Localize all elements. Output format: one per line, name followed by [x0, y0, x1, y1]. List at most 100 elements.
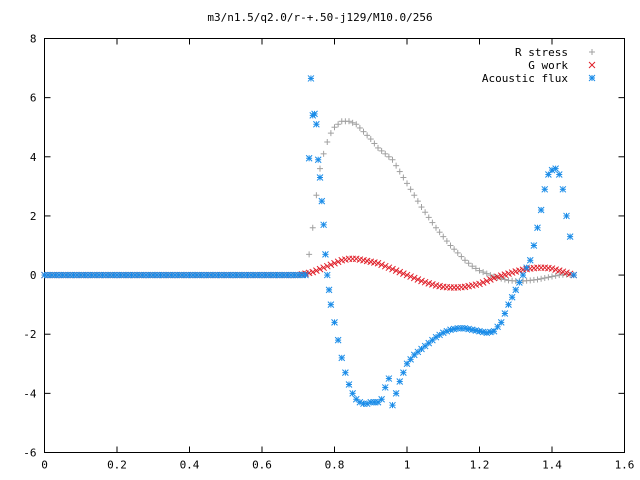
data-point [501, 276, 508, 283]
data-point [483, 277, 491, 285]
data-point [367, 136, 374, 143]
data-point [410, 274, 418, 282]
chart-title: m3/n1.5/q2.0/r-+.50-j129/M10.0/256 [207, 11, 432, 24]
legend-label: R stress [515, 46, 568, 59]
data-point [309, 268, 317, 276]
data-point [316, 265, 324, 273]
data-point [349, 390, 356, 397]
data-point [356, 398, 364, 406]
data-point [325, 286, 333, 294]
data-point [320, 221, 327, 229]
data-point [487, 272, 494, 279]
data-point [334, 258, 342, 266]
data-point [411, 192, 418, 199]
data-point [454, 249, 461, 256]
data-point [465, 260, 472, 267]
data-point [563, 269, 570, 277]
data-point [392, 267, 400, 274]
data-point [371, 140, 378, 147]
y-tick-label: 4 [30, 151, 37, 164]
data-point [537, 206, 545, 214]
x-tick-label: 1.6 [615, 459, 635, 472]
data-point [314, 156, 322, 164]
x-tick-label: 0.4 [180, 459, 200, 472]
data-point [534, 224, 541, 232]
data-point [541, 185, 549, 193]
x-tick-label: 0.2 [107, 459, 127, 472]
data-point [313, 120, 320, 128]
data-point [400, 174, 407, 181]
data-point [375, 144, 381, 151]
data-point [534, 276, 541, 283]
data-point [541, 275, 548, 282]
data-point [483, 270, 490, 277]
data-point [425, 214, 432, 221]
data-point [451, 246, 458, 253]
data-point [490, 274, 498, 282]
data-point [396, 378, 404, 385]
data-point [381, 384, 389, 391]
data-point [353, 121, 360, 128]
y-tick-label: -6 [23, 447, 36, 460]
data-point [552, 272, 559, 279]
data-point [403, 271, 411, 279]
data-point [447, 242, 454, 249]
data-point [364, 132, 371, 139]
x-tick-label: 0.8 [325, 459, 345, 472]
data-point [392, 390, 400, 397]
data-point [385, 264, 393, 272]
data-point [472, 265, 479, 272]
data-point [552, 165, 559, 172]
data-point [349, 119, 356, 126]
data-point [396, 268, 404, 276]
axis-ticks [44, 38, 625, 453]
data-point [309, 224, 316, 231]
x-tick-label: 0.6 [252, 459, 272, 472]
data-point [436, 229, 443, 236]
data-point [414, 276, 422, 283]
data-point [563, 212, 570, 220]
data-point [566, 233, 574, 240]
data-point [476, 267, 483, 274]
data-point [313, 192, 320, 199]
data-point [422, 209, 429, 216]
data-point [403, 360, 411, 368]
data-point [385, 375, 393, 382]
legend-label: Acoustic flux [482, 72, 568, 85]
data-point [418, 204, 425, 211]
data-point [400, 270, 407, 277]
data-point [421, 278, 429, 286]
data-point [311, 110, 318, 118]
series-r-stress [41, 118, 577, 284]
data-point [458, 253, 465, 260]
data-point [559, 185, 567, 193]
data-point [378, 147, 385, 154]
data-point [429, 219, 436, 226]
data-point [318, 197, 326, 205]
data-point [316, 174, 324, 181]
data-point [356, 124, 363, 131]
data-point [545, 274, 552, 281]
legend-marker [589, 49, 595, 55]
data-point [323, 262, 331, 270]
data-point [469, 263, 476, 270]
data-point [570, 271, 578, 279]
data-point [407, 273, 414, 280]
data-point [389, 265, 396, 273]
data-point [479, 279, 487, 286]
data-point [523, 264, 530, 272]
data-point [433, 224, 439, 231]
data-point [404, 180, 410, 187]
legend-marker [588, 74, 596, 82]
data-point [322, 251, 329, 258]
data-point [320, 150, 327, 157]
y-tick-label: -2 [23, 328, 36, 341]
x-tick-label: 1 [404, 459, 411, 472]
data-point [317, 165, 323, 172]
data-point [443, 238, 450, 245]
data-point [516, 279, 523, 286]
data-point [378, 261, 385, 269]
data-point [407, 355, 414, 363]
data-point [545, 171, 552, 178]
